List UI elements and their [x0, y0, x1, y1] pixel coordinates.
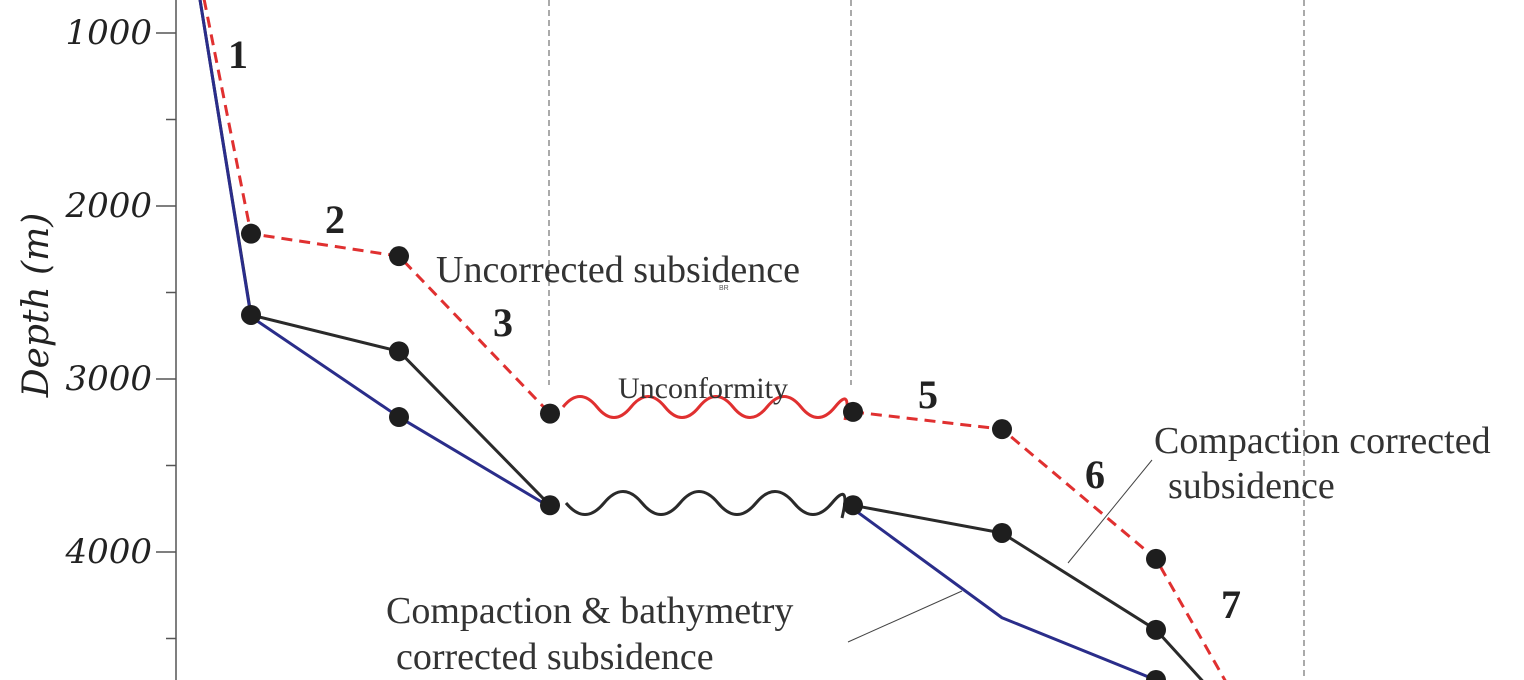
series-line-bathymetry-2 — [852, 507, 1157, 680]
bathymetry-label-line1: Compaction & bathymetry — [386, 590, 793, 632]
data-point-uncorrected — [389, 246, 409, 267]
bathymetry-leader-line — [847, 590, 963, 643]
y-tick-label: 4000 — [64, 532, 152, 572]
y-tick-label: 2000 — [64, 186, 152, 226]
data-point-compaction — [389, 341, 409, 362]
data-point-uncorrected — [1146, 548, 1166, 569]
data-point-compaction — [992, 522, 1012, 543]
data-point-uncorrected — [540, 403, 560, 424]
markers-layer — [241, 223, 1166, 680]
series-line-uncorrected-1 — [202, 0, 552, 415]
compaction-leader-line — [1067, 459, 1153, 564]
y-tick-label: 1000 — [65, 13, 152, 53]
segment-label: 2 — [325, 197, 345, 242]
y-axis-title: Depth (m) — [16, 213, 57, 399]
series-line-uncorrected-2 — [852, 410, 1227, 680]
data-point-uncorrected — [843, 401, 863, 422]
data-point-uncorrected — [992, 419, 1012, 440]
data-point-bathymetry — [1146, 670, 1166, 680]
bathymetry-label-line2: corrected subsidence — [396, 636, 714, 678]
unconformity-label: Unconformity — [618, 372, 788, 405]
unconformity-wave-uncorrected — [561, 395, 849, 421]
data-point-bathymetry — [389, 407, 409, 428]
tiny-mark: BR — [719, 285, 729, 292]
data-point-compaction — [1146, 619, 1166, 640]
y-tick-label: 3000 — [65, 359, 152, 399]
data-point-compaction — [241, 304, 261, 325]
compaction-label-line2: subsidence — [1168, 465, 1335, 507]
series-layer — [198, 0, 1227, 680]
data-point-compaction — [843, 495, 863, 516]
data-point-uncorrected — [241, 223, 261, 244]
y-axis-ticks: 1000 2000 3000 4000 — [64, 13, 176, 640]
segment-label: 1 — [228, 32, 248, 77]
segment-label: 6 — [1085, 452, 1105, 497]
uncorrected-label: Uncorrected subsidence — [436, 249, 800, 291]
compaction-label-line1: Compaction corrected — [1154, 420, 1491, 462]
data-point-compaction — [540, 495, 560, 516]
segment-label: 7 — [1221, 582, 1241, 627]
unconformity-wave-compaction — [564, 490, 847, 519]
segment-label: 3 — [493, 300, 513, 345]
segment-label: 5 — [918, 372, 938, 417]
series-line-bathymetry-1 — [198, 0, 551, 509]
series-line-compaction-2 — [852, 503, 1204, 680]
